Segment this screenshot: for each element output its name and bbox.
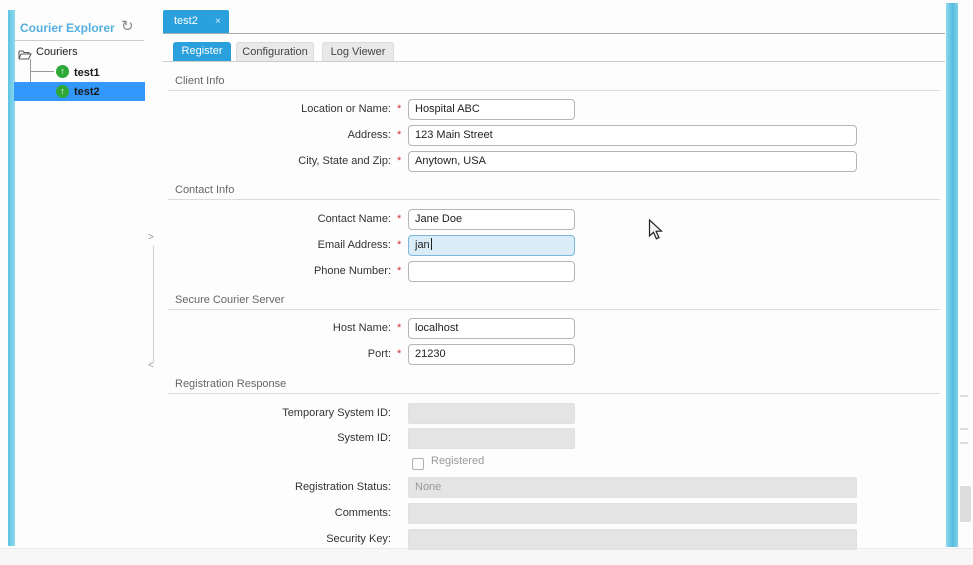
folder-icon [18, 47, 32, 65]
section-divider [168, 393, 940, 394]
required-marker: * [397, 129, 402, 141]
tab-register[interactable]: Register [173, 42, 231, 61]
email-label: Email Address: [317, 239, 391, 251]
security-key-input [408, 529, 857, 550]
scrollbar-thumb[interactable] [960, 486, 971, 522]
address-input[interactable]: 123 Main Street [408, 125, 857, 146]
scrollbar-tick [960, 428, 968, 430]
splitter-collapse-left[interactable]: < [148, 360, 154, 371]
mouse-cursor [648, 218, 665, 246]
required-marker: * [397, 265, 402, 277]
required-marker: * [397, 103, 402, 115]
comments-input [408, 503, 857, 524]
footer-bar [0, 548, 973, 565]
tree-selection-highlight [14, 82, 145, 101]
section-divider [168, 90, 940, 91]
tab-configuration[interactable]: Configuration [236, 42, 314, 61]
required-marker: * [397, 239, 402, 251]
host-input[interactable]: localhost [408, 318, 575, 339]
comments-label: Comments: [334, 507, 391, 519]
registration-status-label: Registration Status: [295, 481, 391, 493]
registration-status-input: None [408, 477, 857, 498]
splitter-line[interactable] [153, 246, 154, 362]
section-client-info: Client Info [175, 75, 225, 87]
section-divider [168, 199, 940, 200]
security-key-label: Security Key: [326, 533, 391, 545]
section-secure-server: Secure Courier Server [175, 294, 285, 306]
email-input[interactable]: jan [408, 235, 575, 256]
location-label: Location or Name: [301, 103, 391, 115]
window-edge-left [8, 10, 15, 546]
tree-connector [30, 59, 31, 91]
phone-label: Phone Number: [313, 265, 391, 277]
system-id-input [408, 428, 575, 449]
section-divider [168, 309, 940, 310]
contact-name-input[interactable]: Jane Doe [408, 209, 575, 230]
section-contact-info: Contact Info [175, 184, 235, 196]
scrollbar-tick [960, 442, 968, 444]
required-marker: * [397, 155, 402, 167]
subtab-line [163, 61, 945, 62]
sidebar-separator [15, 40, 144, 41]
refresh-icon[interactable]: ↻ [121, 18, 134, 35]
phone-input[interactable] [408, 261, 575, 282]
city-label: City, State and Zip: [298, 155, 391, 167]
system-id-label: System ID: [337, 432, 391, 444]
tab-log-viewer[interactable]: Log Viewer [322, 42, 394, 61]
temp-system-id-input [408, 403, 575, 424]
city-input[interactable]: Anytown, USA [408, 151, 857, 172]
required-marker: * [397, 348, 402, 360]
splitter-collapse-right[interactable]: > [148, 232, 154, 243]
close-icon[interactable]: × [215, 16, 221, 27]
tree-node-test1[interactable]: test1 [74, 67, 100, 79]
courier-status-icon: ↑ [56, 65, 69, 78]
text-caret [430, 238, 432, 250]
port-label: Port: [367, 348, 391, 360]
location-input[interactable]: Hospital ABC [408, 99, 575, 120]
required-marker: * [397, 322, 402, 334]
tab-test2-label: test2 [174, 15, 198, 27]
tree-node-couriers[interactable]: Couriers [36, 46, 78, 58]
contact-name-label: Contact Name: [317, 213, 391, 225]
scrollbar-tick [960, 395, 968, 397]
section-registration-response: Registration Response [175, 378, 287, 390]
tabbar-line [163, 33, 945, 34]
address-label: Address: [347, 129, 391, 141]
temp-system-id-label: Temporary System ID: [282, 407, 391, 419]
tab-test2[interactable]: test2 × [163, 10, 229, 33]
registered-checkbox-label: Registered [431, 455, 485, 467]
courier-status-icon: ↑ [56, 85, 69, 98]
registered-checkbox [412, 458, 424, 470]
explorer-title: Courier Explorer [20, 21, 115, 35]
host-label: Host Name: [332, 322, 391, 334]
port-input[interactable]: 21230 [408, 344, 575, 365]
required-marker: * [397, 213, 402, 225]
window-edge-right [946, 3, 958, 547]
tree-connector [31, 71, 54, 72]
tree-node-test2[interactable]: test2 [74, 86, 100, 98]
